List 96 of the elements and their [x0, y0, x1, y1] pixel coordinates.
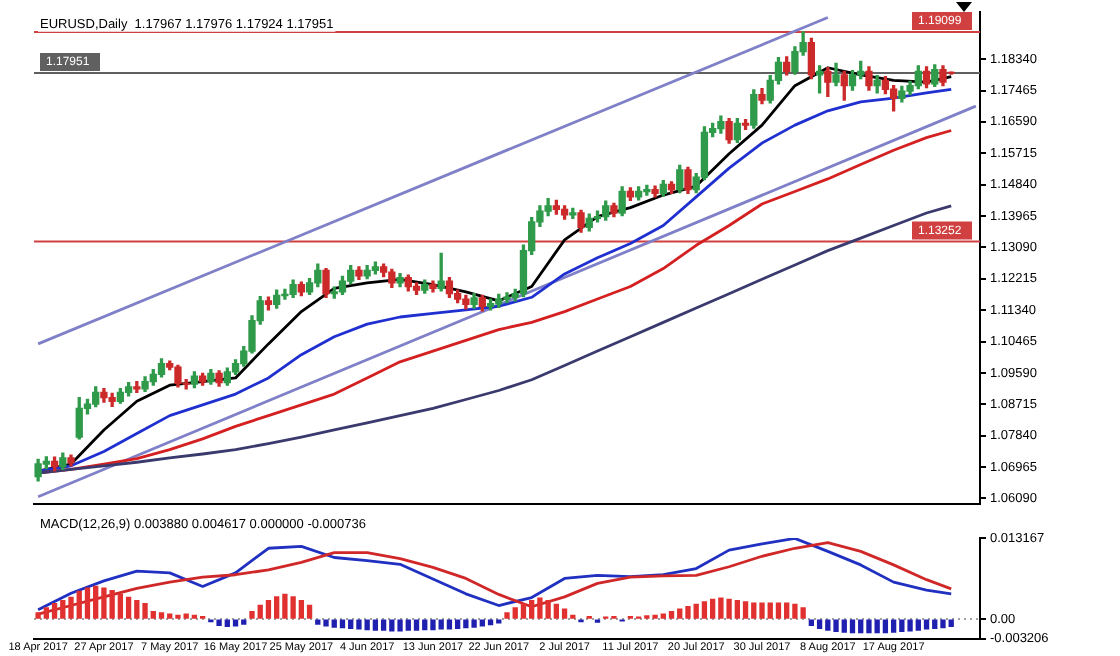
bar: [93, 585, 99, 619]
bar: [709, 598, 716, 619]
bar: [413, 619, 420, 631]
bar: [446, 619, 453, 630]
bar: [290, 596, 296, 619]
bar: [35, 612, 41, 619]
bar: [109, 590, 115, 619]
bar: [899, 619, 905, 633]
bar: [142, 603, 148, 619]
bar: [331, 619, 337, 628]
bar: [298, 599, 305, 619]
bar: [668, 611, 675, 619]
bar: [487, 619, 494, 626]
bar: [405, 619, 411, 631]
bar: [693, 603, 699, 619]
bar: [718, 597, 724, 619]
bar: [232, 619, 239, 627]
bar: [438, 619, 444, 630]
bar: [389, 619, 395, 632]
bar: [282, 593, 288, 619]
bar: [422, 619, 428, 631]
bar: [101, 587, 107, 619]
bar: [553, 603, 560, 619]
bar: [504, 612, 510, 619]
bar: [150, 611, 156, 619]
bar: [265, 599, 272, 619]
bar: [932, 619, 938, 629]
bar: [43, 607, 49, 619]
bar: [841, 619, 847, 633]
bar: [734, 599, 740, 619]
bar: [677, 608, 683, 619]
bar: [915, 619, 921, 631]
bar: [512, 607, 518, 619]
bar: [479, 619, 485, 627]
bar: [529, 599, 535, 619]
bar: [315, 619, 321, 625]
bar: [858, 619, 864, 634]
bar: [356, 619, 362, 630]
bar: [125, 596, 132, 619]
bar: [323, 619, 329, 627]
bar: [660, 613, 666, 619]
bar: [224, 619, 230, 628]
bar: [701, 601, 708, 619]
bar: [816, 619, 823, 629]
bar: [923, 619, 930, 630]
bar: [306, 604, 313, 619]
bar: [833, 619, 839, 633]
bar: [339, 619, 346, 629]
bar: [241, 619, 247, 625]
bar: [84, 587, 91, 619]
bar: [866, 619, 872, 634]
bar: [948, 619, 954, 628]
bar: [134, 599, 140, 619]
bar: [471, 619, 477, 628]
bar: [751, 602, 757, 619]
bar: [380, 619, 387, 631]
bar: [726, 598, 732, 619]
bar: [882, 619, 889, 634]
bar: [167, 613, 173, 619]
bar: [767, 602, 773, 619]
bar: [874, 619, 880, 634]
bar: [685, 606, 691, 619]
bar: [397, 619, 403, 632]
bar: [51, 603, 58, 619]
bar: [348, 619, 354, 629]
bar: [257, 604, 263, 619]
bar: [849, 619, 856, 634]
bar: [364, 619, 370, 631]
bar: [76, 590, 82, 619]
bar: [117, 593, 124, 619]
bar: [825, 619, 831, 631]
bar: [545, 599, 551, 619]
bar: [274, 596, 280, 619]
bar: [454, 619, 461, 629]
bar: [216, 619, 222, 626]
bar: [430, 619, 436, 631]
bar: [60, 599, 66, 619]
bar: [890, 619, 897, 633]
bar: [808, 619, 815, 626]
bar: [68, 596, 74, 619]
bar: [372, 619, 379, 631]
bar: [249, 611, 255, 619]
bar: [775, 602, 782, 619]
bar: [759, 602, 765, 619]
bar: [784, 602, 790, 619]
bar: [183, 613, 189, 619]
bar: [561, 608, 568, 619]
bar: [907, 619, 913, 632]
bar: [463, 619, 469, 629]
bar: [537, 597, 543, 619]
bar: [800, 607, 806, 619]
bar: [520, 603, 527, 619]
bar: [940, 619, 946, 629]
bar: [792, 603, 798, 619]
bar: [158, 612, 165, 619]
bar: [742, 601, 749, 619]
